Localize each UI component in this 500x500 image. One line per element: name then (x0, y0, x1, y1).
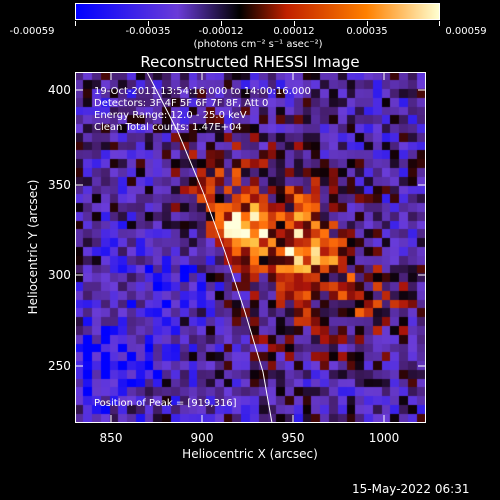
axis-ticks (75, 72, 426, 423)
peak-position-text: Position of Peak = [919,316] (94, 398, 237, 409)
colorbar-tick (75, 21, 76, 26)
x-tick-label: 900 (190, 431, 214, 445)
colorbar-tick (294, 21, 295, 26)
y-tick-label: 250 (48, 359, 71, 373)
y-tick-label: 300 (48, 268, 71, 282)
time-range-text: 19-Oct-2011 13:54:16.000 to 14:00:16.000 (94, 86, 311, 97)
limb-line (146, 72, 273, 423)
rhessi-image (75, 72, 426, 423)
colorbar-label: 0.00059 (445, 26, 487, 37)
colorbar-label: -0.00012 (198, 26, 244, 37)
colorbar-label: -0.00059 (9, 26, 55, 37)
y-tick-label: 350 (48, 178, 71, 192)
y-tick-label: 400 (48, 83, 71, 97)
colorbar-units: (photons cm⁻² s⁻¹ asec⁻²) (193, 39, 323, 50)
x-tick-label: 950 (281, 431, 305, 445)
colorbar-label: 0.00012 (273, 26, 315, 37)
plot-title: Reconstructed RHESSI Image (140, 53, 360, 71)
x-axis-label: Heliocentric X (arcsec) (182, 447, 318, 461)
colorbar-label: 0.00035 (346, 26, 388, 37)
x-tick-label: 850 (99, 431, 123, 445)
colorbar (75, 3, 440, 20)
method-counts-text: Clean Total counts: 1.47E+04 (94, 122, 242, 133)
energy-range-text: Energy Range: 12.0 - 25.0 keV (94, 110, 247, 121)
x-tick-label: 1000 (368, 431, 400, 445)
colorbar-tick (367, 21, 368, 26)
detectors-text: Detectors: 3F 4F 5F 6F 7F 8F, Att 0 (94, 98, 269, 109)
colorbar-tick (148, 21, 149, 26)
y-axis-label: Heliocentric Y (arcsec) (26, 179, 40, 315)
footer-date: 15-May-2022 06:31 (352, 482, 470, 496)
colorbar-tick (439, 21, 440, 26)
colorbar-label: -0.00035 (125, 26, 171, 37)
colorbar-tick (221, 21, 222, 26)
